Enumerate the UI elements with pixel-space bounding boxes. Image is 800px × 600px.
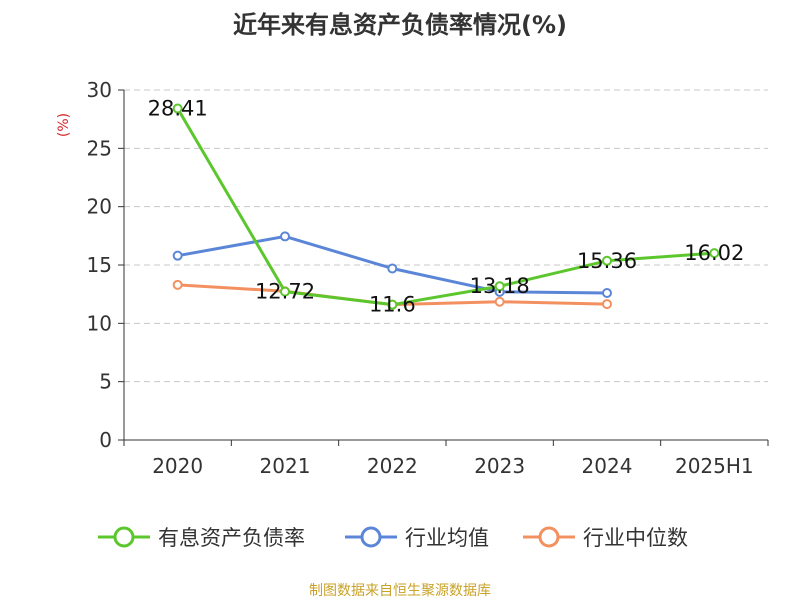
- y-tick-label: 25: [87, 136, 112, 160]
- data-label: 13.18: [470, 274, 530, 298]
- data-point: [602, 288, 612, 298]
- data-point: [172, 250, 183, 261]
- x-tick-label: 2025H1: [675, 454, 754, 478]
- data-labels-layer: 28.41 12.72 11.6 13.18 15.36 16.02: [148, 97, 745, 317]
- x-tick-label: 2023: [474, 454, 525, 478]
- legend: 有息资产负债率 行业均值 行业中位数: [98, 526, 688, 550]
- data-label: 11.6: [369, 293, 416, 317]
- x-tick-label: 2020: [152, 454, 203, 478]
- data-point: [494, 281, 505, 292]
- legend-label: 行业均值: [405, 526, 489, 550]
- data-point: [280, 286, 290, 297]
- data-point: [387, 263, 398, 274]
- legend-marker: [360, 526, 382, 548]
- y-tick-label: 10: [87, 311, 112, 335]
- x-tick-label: 2021: [260, 454, 311, 478]
- y-axis-label: (%): [56, 113, 72, 137]
- series-layer: [172, 103, 720, 310]
- data-point: [602, 255, 612, 266]
- data-point: [494, 296, 505, 307]
- legend-label: 行业中位数: [583, 526, 688, 550]
- legend-marker: [538, 526, 560, 548]
- data-point: [172, 103, 183, 114]
- data-label: 28.41: [148, 97, 208, 121]
- data-point: [172, 279, 183, 290]
- y-tick-label: 5: [99, 370, 112, 394]
- axes: 0 5 10 15 20 25 30 2020 2021 2022 2023 2024 2025H1: [87, 78, 769, 478]
- chart-title: 近年来有息资产负债率情况(%): [233, 11, 567, 39]
- data-point: [280, 231, 290, 242]
- legend-marker: [113, 526, 135, 548]
- data-label: 15.36: [577, 249, 637, 273]
- data-point: [387, 299, 398, 310]
- data-label: 16.02: [684, 241, 744, 265]
- x-tick-label: 2024: [582, 454, 633, 478]
- y-tick-label: 0: [99, 428, 112, 452]
- series-line: [176, 107, 715, 307]
- legend-label: 有息资产负债率: [158, 526, 305, 550]
- grid-lines: [124, 89, 768, 383]
- source-footer: 制图数据来自恒生聚源数据库: [309, 583, 491, 599]
- y-tick-label: 15: [87, 253, 112, 277]
- data-label: 12.72: [255, 280, 315, 304]
- data-point: [602, 299, 612, 310]
- y-tick-label: 30: [87, 78, 112, 102]
- x-tick-label: 2022: [367, 454, 418, 478]
- y-tick-label: 20: [87, 195, 112, 219]
- data-point: [709, 248, 720, 259]
